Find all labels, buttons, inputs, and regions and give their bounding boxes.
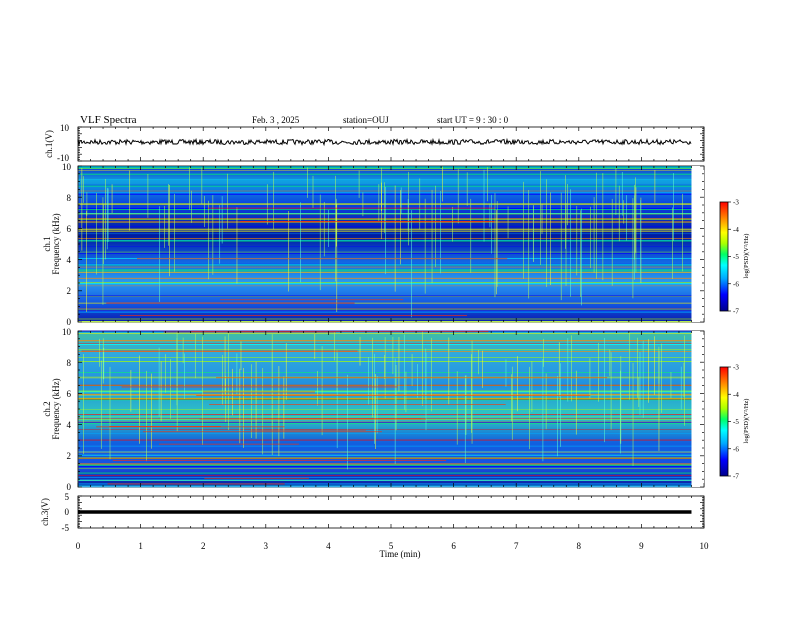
x-tick-label: 4 [326, 541, 331, 551]
ch2-spec-ylabel: ch.2 [42, 401, 52, 416]
x-tick-label: 2 [201, 541, 206, 551]
ch1-ytick-0: 0 [67, 317, 72, 327]
ch1-ytick-10: 10 [62, 162, 72, 172]
colorbar-tick-label: -3 [733, 364, 739, 372]
x-tick-label: 1 [138, 541, 143, 551]
x-tick-label: 0 [76, 541, 81, 551]
x-tick-label: 8 [577, 541, 582, 551]
ch1-ytick-bottom: -10 [57, 153, 69, 163]
x-axis: 0 1 2 3 4 5 6 7 8 9 10 [76, 127, 709, 551]
no-data-region [691, 331, 704, 487]
ch2-ytick-6: 6 [67, 389, 72, 399]
x-tick-label: 6 [451, 541, 456, 551]
ch1-ytick-8: 8 [67, 193, 72, 203]
ch1-spec-ylabel2: Frequency (kHz) [51, 213, 61, 274]
x-tick-label: 3 [264, 541, 269, 551]
x-axis-label: Time (min) [380, 549, 421, 559]
ch1-ytick-6: 6 [67, 224, 72, 234]
colorbar-tick-label: -6 [733, 280, 739, 288]
colorbar-tick-label: -4 [733, 226, 739, 234]
ch3-ytick-minus5: -5 [62, 523, 70, 533]
colorbar-tick-label: -4 [733, 391, 739, 399]
ch2-spectrogram-image [78, 331, 693, 486]
colorbar-tick-label: -5 [733, 418, 739, 426]
ch1-colorbar-gradient [720, 202, 728, 311]
ch2-ytick-10: 10 [62, 327, 72, 337]
ch2-ytick-0: 0 [67, 482, 72, 492]
ch1-spectrogram-panel: ch.1 Frequency (kHz) 0 2 4 6 8 10 [42, 162, 705, 327]
ch2-ytick-2: 2 [67, 451, 72, 461]
colorbar-tick-label: -7 [733, 308, 739, 316]
ch1-ytick-4: 4 [67, 255, 72, 265]
ch2-colorbar: -3 -4 -5 -6 -7 log(PSD)(V²/Hz) [719, 364, 750, 481]
ch1-ytick-2: 2 [67, 286, 72, 296]
ch2-ytick-8: 8 [67, 358, 72, 368]
ch1-colorbar-label: log(PSD)(V²/Hz) [743, 234, 750, 279]
x-tick-label: 9 [639, 541, 644, 551]
ch1-colorbar: -3 -4 -5 -6 -7 log(PSD)(V²/Hz) [719, 199, 750, 316]
ch1-ylabel: ch.1(V) [44, 130, 54, 158]
ch2-colorbar-gradient [720, 367, 728, 476]
ch1-waveform-trace [77, 137, 692, 147]
ch1-ytick-top: 10 [60, 123, 70, 133]
date-label: Feb. 3 , 2025 [252, 115, 300, 125]
ch3-ylabel: ch.3(V) [40, 498, 50, 526]
x-tick-label: 10 [700, 541, 710, 551]
colorbar-tick-label: -3 [733, 199, 739, 207]
ch3-waveform-panel: ch.3(V) 5 0 -5 [40, 492, 705, 533]
ch1-waveform-panel: ch.1(V) 10 -10 [44, 123, 705, 163]
colorbar-tick-label: -6 [733, 445, 739, 453]
ch3-ytick-5: 5 [65, 492, 70, 502]
ch2-colorbar-label: log(PSD)(V²/Hz) [743, 399, 750, 444]
ch2-ytick-4: 4 [67, 420, 72, 430]
ch2-spectrogram-panel: ch.2 Frequency (kHz) 0 2 4 6 8 10 [42, 327, 705, 492]
station-label: station=OUJ [343, 115, 389, 125]
colorbar-tick-label: -7 [733, 473, 739, 481]
ch1-spec-ylabel: ch.1 [42, 236, 52, 251]
chart-title: VLF Spectra [80, 114, 137, 126]
x-tick-label: 5 [389, 541, 394, 551]
no-data-region [691, 166, 704, 322]
start-time-label: start UT = 9 : 30 : 0 [437, 115, 509, 125]
ch3-ytick-0: 0 [65, 507, 70, 517]
colorbar-tick-label: -5 [733, 253, 739, 261]
ch2-spec-ylabel2: Frequency (kHz) [51, 378, 61, 439]
x-tick-label: 7 [514, 541, 519, 551]
